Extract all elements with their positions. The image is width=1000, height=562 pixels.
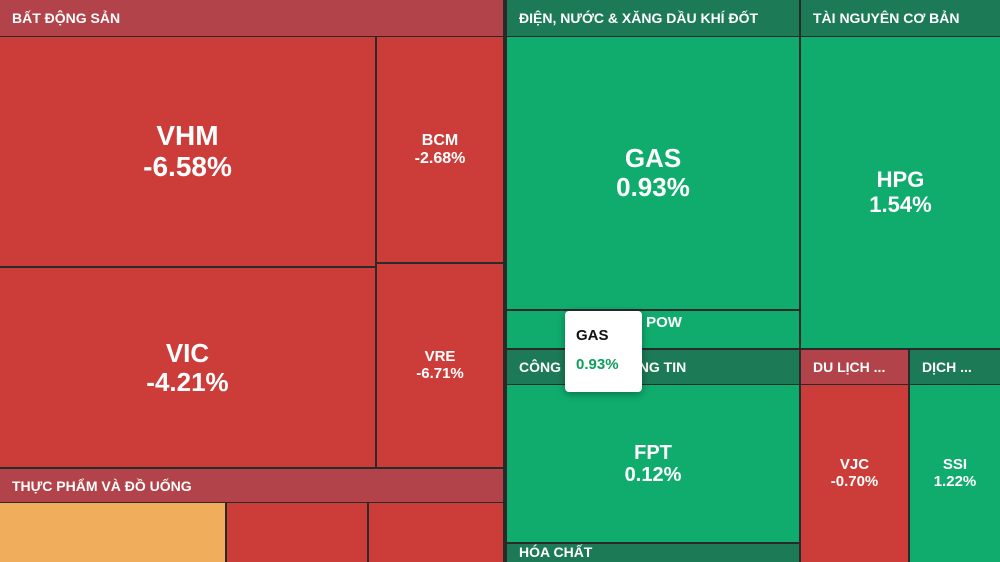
sector-name: DU LỊCH ... [813, 359, 886, 375]
sector-header[interactable]: BẤT ĐỘNG SẢN [0, 0, 503, 36]
sector-header[interactable]: CÔNG NGHỆ THÔNG TIN [507, 350, 799, 384]
stock-symbol: VIC [165, 337, 210, 368]
tooltip-change: 0.93% [576, 356, 619, 373]
sector-name: BẤT ĐỘNG SẢN [12, 10, 121, 26]
stock-symbol: POW [646, 314, 682, 331]
stock-change: -4.21% [146, 366, 229, 397]
stock-tile[interactable]: VRE -6.71% [377, 264, 503, 467]
stock-tile[interactable]: VIC -4.21% [0, 268, 375, 467]
stock-tile[interactable] [0, 503, 225, 562]
stock-change: -2.68% [414, 149, 466, 167]
stock-symbol: VRE [424, 348, 456, 365]
sector-name: DỊCH ... [922, 359, 972, 375]
stock-tile[interactable]: VJC -0.70% [801, 385, 908, 562]
stock-tile[interactable]: VHM -6.58% [0, 37, 375, 266]
sector-name: THỰC PHẨM VÀ ĐỒ UỐNG [12, 477, 192, 494]
sector-header[interactable]: DU LỊCH ... [801, 350, 908, 384]
tooltip: GAS 0.93% [565, 311, 642, 392]
stock-change: -6.71% [416, 364, 464, 382]
stock-tile[interactable] [227, 503, 367, 562]
stock-change: 0.93% [616, 172, 690, 202]
sector-name: TÀI NGUYÊN CƠ BẢN [813, 10, 960, 26]
stock-symbol: BCM [421, 131, 459, 149]
stock-symbol: FPT [634, 441, 672, 464]
stock-tile[interactable] [369, 503, 503, 562]
stock-tile[interactable]: POW [507, 311, 799, 348]
stock-symbol: VHM [156, 119, 219, 151]
stock-change: 1.22% [933, 472, 977, 490]
stock-change: 1.54% [869, 191, 932, 217]
stock-tile[interactable]: HPG 1.54% [801, 37, 1000, 348]
stock-change: -6.58% [143, 150, 232, 182]
sector-header[interactable]: DỊCH ... [910, 350, 1000, 384]
sector-header[interactable]: THỰC PHẨM VÀ ĐỒ UỐNG [0, 469, 503, 502]
stock-symbol: HPG [876, 167, 925, 193]
stock-change: -0.70% [830, 472, 879, 490]
sector-header[interactable]: TÀI NGUYÊN CƠ BẢN [801, 0, 1000, 36]
stock-symbol: SSI [942, 456, 968, 473]
stock-tile[interactable]: BCM -2.68% [377, 37, 503, 262]
stock-change: 0.12% [624, 463, 682, 486]
stock-tile[interactable]: SSI 1.22% [910, 385, 1000, 562]
stock-tile[interactable]: FPT 0.12% [507, 385, 799, 542]
sector-header[interactable]: ĐIỆN, NƯỚC & XĂNG DẦU KHÍ ĐỐT [507, 0, 799, 36]
stock-tile[interactable]: GAS 0.93% [507, 37, 799, 309]
stock-symbol: GAS [624, 143, 682, 174]
tooltip-symbol: GAS [576, 327, 609, 344]
sector-name: ĐIỆN, NƯỚC & XĂNG DẦU KHÍ ĐỐT [519, 10, 759, 26]
sector-header[interactable]: HÓA CHẤT [507, 544, 799, 562]
stock-symbol: VJC [839, 456, 870, 473]
sector-name: HÓA CHẤT [519, 544, 593, 560]
